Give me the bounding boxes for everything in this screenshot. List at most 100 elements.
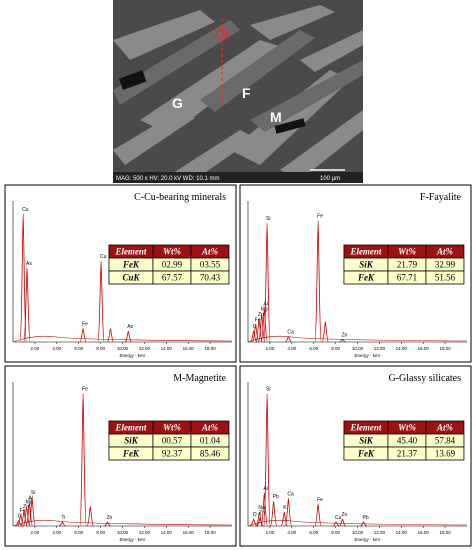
peak-label: Zn xyxy=(259,511,265,517)
peak xyxy=(285,336,292,343)
peak-label: Al xyxy=(28,496,32,502)
table-text: 00.57 xyxy=(162,436,183,446)
x-tick-label: 10.00 xyxy=(352,530,364,535)
peak xyxy=(339,518,346,527)
table-text: 67.57 xyxy=(162,273,183,283)
background xyxy=(12,335,233,343)
x-tick-label: 8.00 xyxy=(331,530,340,535)
x-tick-label: 4.00 xyxy=(52,530,61,535)
peak-label: Fe xyxy=(317,497,323,503)
table-header: At% xyxy=(436,247,454,257)
peak-label: Cu xyxy=(22,207,29,213)
table-header: Element xyxy=(349,423,381,433)
region-label: G xyxy=(172,95,183,111)
peak xyxy=(255,318,263,343)
sem-info: MAG: 500 x HV: 20.0 kV WD: 10.1 mm xyxy=(116,176,219,182)
panel-title: G-Glassy silicates xyxy=(389,373,462,384)
table-text: 13.69 xyxy=(435,449,456,459)
peak xyxy=(59,521,66,527)
peak xyxy=(23,267,31,343)
x-tick-label: 14.00 xyxy=(161,346,173,351)
peak-label: Zn xyxy=(341,332,347,338)
peak xyxy=(20,510,28,527)
x-tick-label: 16.00 xyxy=(183,530,195,535)
x-tick-label: 6.00 xyxy=(74,346,83,351)
table-header: At% xyxy=(201,423,219,433)
table-header: Wt% xyxy=(398,247,417,257)
table-header: At% xyxy=(201,247,219,257)
table-text: 85.46 xyxy=(200,449,221,459)
table-text: 51.56 xyxy=(435,273,456,283)
sem-image: MAG: 500 x HV: 20.0 kV WD: 10.1 mm 100 µ… xyxy=(113,0,363,183)
peak xyxy=(314,220,322,343)
peak-label: Si xyxy=(266,216,270,222)
x-tick-label: 8.00 xyxy=(331,346,340,351)
x-tick-label: 10.00 xyxy=(117,346,129,351)
peak xyxy=(263,222,271,343)
peak-label: As xyxy=(127,324,133,330)
table-text: 67.71 xyxy=(397,273,417,283)
table-text: 21.79 xyxy=(397,260,418,270)
peak xyxy=(360,521,367,527)
peak-label: Fe xyxy=(82,387,88,393)
x-tick-label: 8.00 xyxy=(96,346,105,351)
table-text: SiK xyxy=(359,436,374,446)
peak xyxy=(258,313,266,343)
table-text: 32.99 xyxy=(435,260,456,270)
table-text: 01.04 xyxy=(200,436,221,446)
peak xyxy=(250,518,258,527)
x-tick-label: 2.00 xyxy=(266,530,275,535)
peak xyxy=(339,338,346,343)
table-text: 70.43 xyxy=(200,273,221,283)
table-text: CuK xyxy=(122,273,140,283)
peak xyxy=(19,213,27,343)
x-axis-label: Energy - keV xyxy=(354,537,380,542)
x-tick-label: 4.00 xyxy=(287,530,296,535)
sem-pore xyxy=(274,118,306,134)
x-tick-label: 4.00 xyxy=(287,346,296,351)
table-header: At% xyxy=(436,423,454,433)
x-tick-label: 18.00 xyxy=(439,346,451,351)
peak xyxy=(314,503,322,527)
table-header: Wt% xyxy=(163,423,182,433)
peak-label: Ca xyxy=(287,330,294,336)
region-label: M xyxy=(270,109,282,125)
peak xyxy=(23,506,31,527)
peak xyxy=(25,502,33,527)
peak-label: Zn xyxy=(341,512,347,518)
table-text: SiK xyxy=(124,436,139,446)
x-tick-label: 8.00 xyxy=(96,530,105,535)
x-tick-label: 10.00 xyxy=(352,346,364,351)
x-tick-label: 2.00 xyxy=(31,346,40,351)
x-tick-label: 12.00 xyxy=(139,346,151,351)
x-tick-label: 2.00 xyxy=(31,530,40,535)
table-header: Element xyxy=(114,247,146,257)
peak xyxy=(15,520,23,527)
peak-label: O xyxy=(253,512,257,518)
peak-label: Fe xyxy=(317,214,323,220)
peak-label: Zn xyxy=(106,515,112,521)
peak xyxy=(17,514,25,527)
peak xyxy=(104,521,111,527)
table-text: 02.99 xyxy=(162,260,183,270)
peak-label: Pb xyxy=(273,494,279,500)
table-text: 45.40 xyxy=(397,436,418,446)
table-cell xyxy=(425,270,465,285)
peak xyxy=(124,330,132,343)
table-header: Element xyxy=(114,423,146,433)
peak-label: Cu xyxy=(100,254,107,260)
x-tick-label: 12.00 xyxy=(374,530,386,535)
peak xyxy=(79,328,87,343)
panel-title: M-Magnetite xyxy=(173,373,226,384)
peak xyxy=(79,393,87,527)
table-text: 21.37 xyxy=(397,449,418,459)
table-text: SiK xyxy=(359,260,374,270)
peak-label: Zn xyxy=(258,312,264,318)
x-axis-label: Energy - keV xyxy=(119,537,145,542)
table-text: FeK xyxy=(357,273,375,283)
table-cell xyxy=(425,446,465,461)
x-tick-label: 16.00 xyxy=(418,530,430,535)
x-tick-label: 18.00 xyxy=(439,530,451,535)
table-text: 92.37 xyxy=(162,449,183,459)
x-tick-label: 2.00 xyxy=(266,346,275,351)
